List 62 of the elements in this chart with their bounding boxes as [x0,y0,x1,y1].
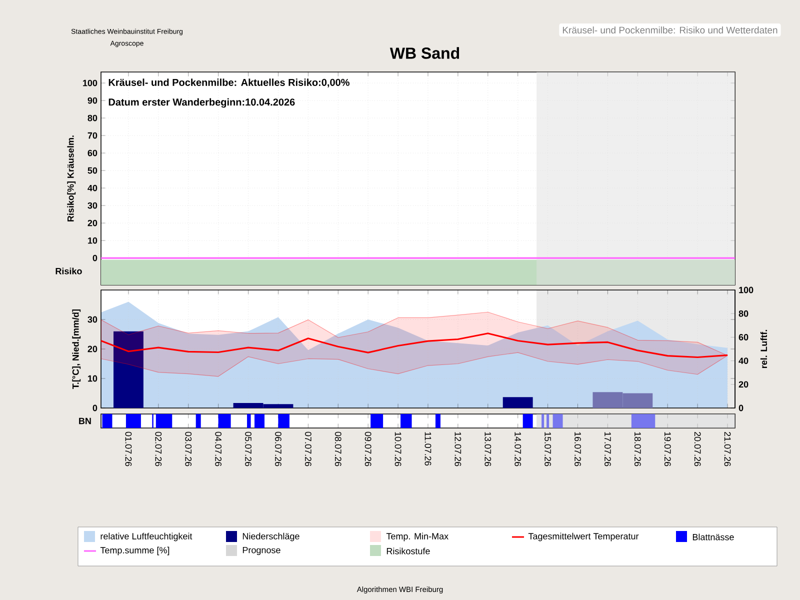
y2-tick-label: 20 [738,381,748,388]
y-tick-label: 60 [88,150,98,156]
text: Temp. Min-Max [386,532,448,542]
x-tick-label: 08.07.26 [334,432,342,466]
y-tick-label: 40 [88,184,98,192]
x-tick-label: 10.07.26 [394,432,402,466]
y-tick-label: 100 [83,80,98,86]
y-axis-title: T.[°C], Nied.[mm/d] [72,309,81,389]
y-tick-label: 70 [88,132,98,139]
y-tick-label: 20 [88,346,98,352]
y2-tick-label: 40 [738,358,748,364]
x-tick-label: 20.07.26 [694,432,701,466]
legend-label: Niederschläge [242,532,300,542]
y2-axis-title: rel. Luftf. [760,330,768,368]
x-tick-label: 05.07.26 [245,432,252,466]
y-tick-label: 20 [88,220,98,226]
x-tick-label: 16.07.26 [574,432,581,466]
x-tick-label: 14.07.26 [514,432,522,466]
x-tick-label: 04.07.26 [215,432,222,466]
y2-tick-label: 60 [738,334,748,340]
x-tick-label: 07.07.26 [304,432,312,466]
x-tick-label: 06.07.26 [275,432,282,466]
x-tick-label: 18.07.26 [634,432,641,466]
legend-label: Risikostufe [386,548,430,554]
y2-tick-label: 0 [738,404,744,412]
legend-label: Blattnässe [692,534,734,540]
y2-tick-label: 80 [738,310,748,317]
chart-subtitle: Kräusel- und Pockenmilbe: Risiko und Wetterdaten [562,26,778,34]
legend-label: Prognose [242,546,280,556]
x-tick-label: 01.07.26 [125,432,132,466]
y-tick-label: 30 [88,202,98,209]
y-axis-title: Risiko[%] Kräuselm. [67,136,76,222]
x-tick-label: 12.07.26 [454,432,462,466]
y-tick-label: 10 [88,375,98,382]
x-tick-label: 19.07.26 [664,432,671,466]
x-tick-label: 02.07.26 [155,432,162,466]
annotation: Kräusel- und Pockenmilbe: Aktuelles Risiko:0,00% [108,78,350,88]
x-tick-label: 09.07.26 [364,432,372,466]
bar [502,397,533,408]
x-tick-label: 17.07.26 [604,432,611,466]
x-tick-label: 13.07.26 [484,432,492,466]
y-tick-label: 0 [92,404,98,412]
chart-title: WB Sand [390,47,460,59]
legend-label: Tagesmittelwert Temperatur [528,532,639,542]
y-tick-label: 90 [88,97,98,104]
y-tick-label: 30 [88,316,98,323]
x-tick-label: 15.07.26 [544,432,551,466]
y-tick-label: 10 [88,237,98,244]
bar [113,331,144,408]
y2-tick-label: 100 [739,286,754,294]
y-tick-label: 80 [88,114,98,122]
legend-label: Temp.summe [%] [100,546,170,556]
text: Risiko [56,268,82,274]
x-tick-label: 11.07.26 [424,432,432,466]
annotation: Datum erster Wanderbeginn:10.04.2026 [108,98,295,108]
y-tick-label: 50 [88,167,98,174]
x-tick-label: 21.07.26 [724,432,731,466]
y-axis-title: BN [79,418,91,424]
y-tick-label: 0 [92,254,98,262]
line-series [101,332,728,358]
x-tick-label: 03.07.26 [185,432,192,466]
legend-label: relative Luftfeuchtigkeit [100,532,192,542]
